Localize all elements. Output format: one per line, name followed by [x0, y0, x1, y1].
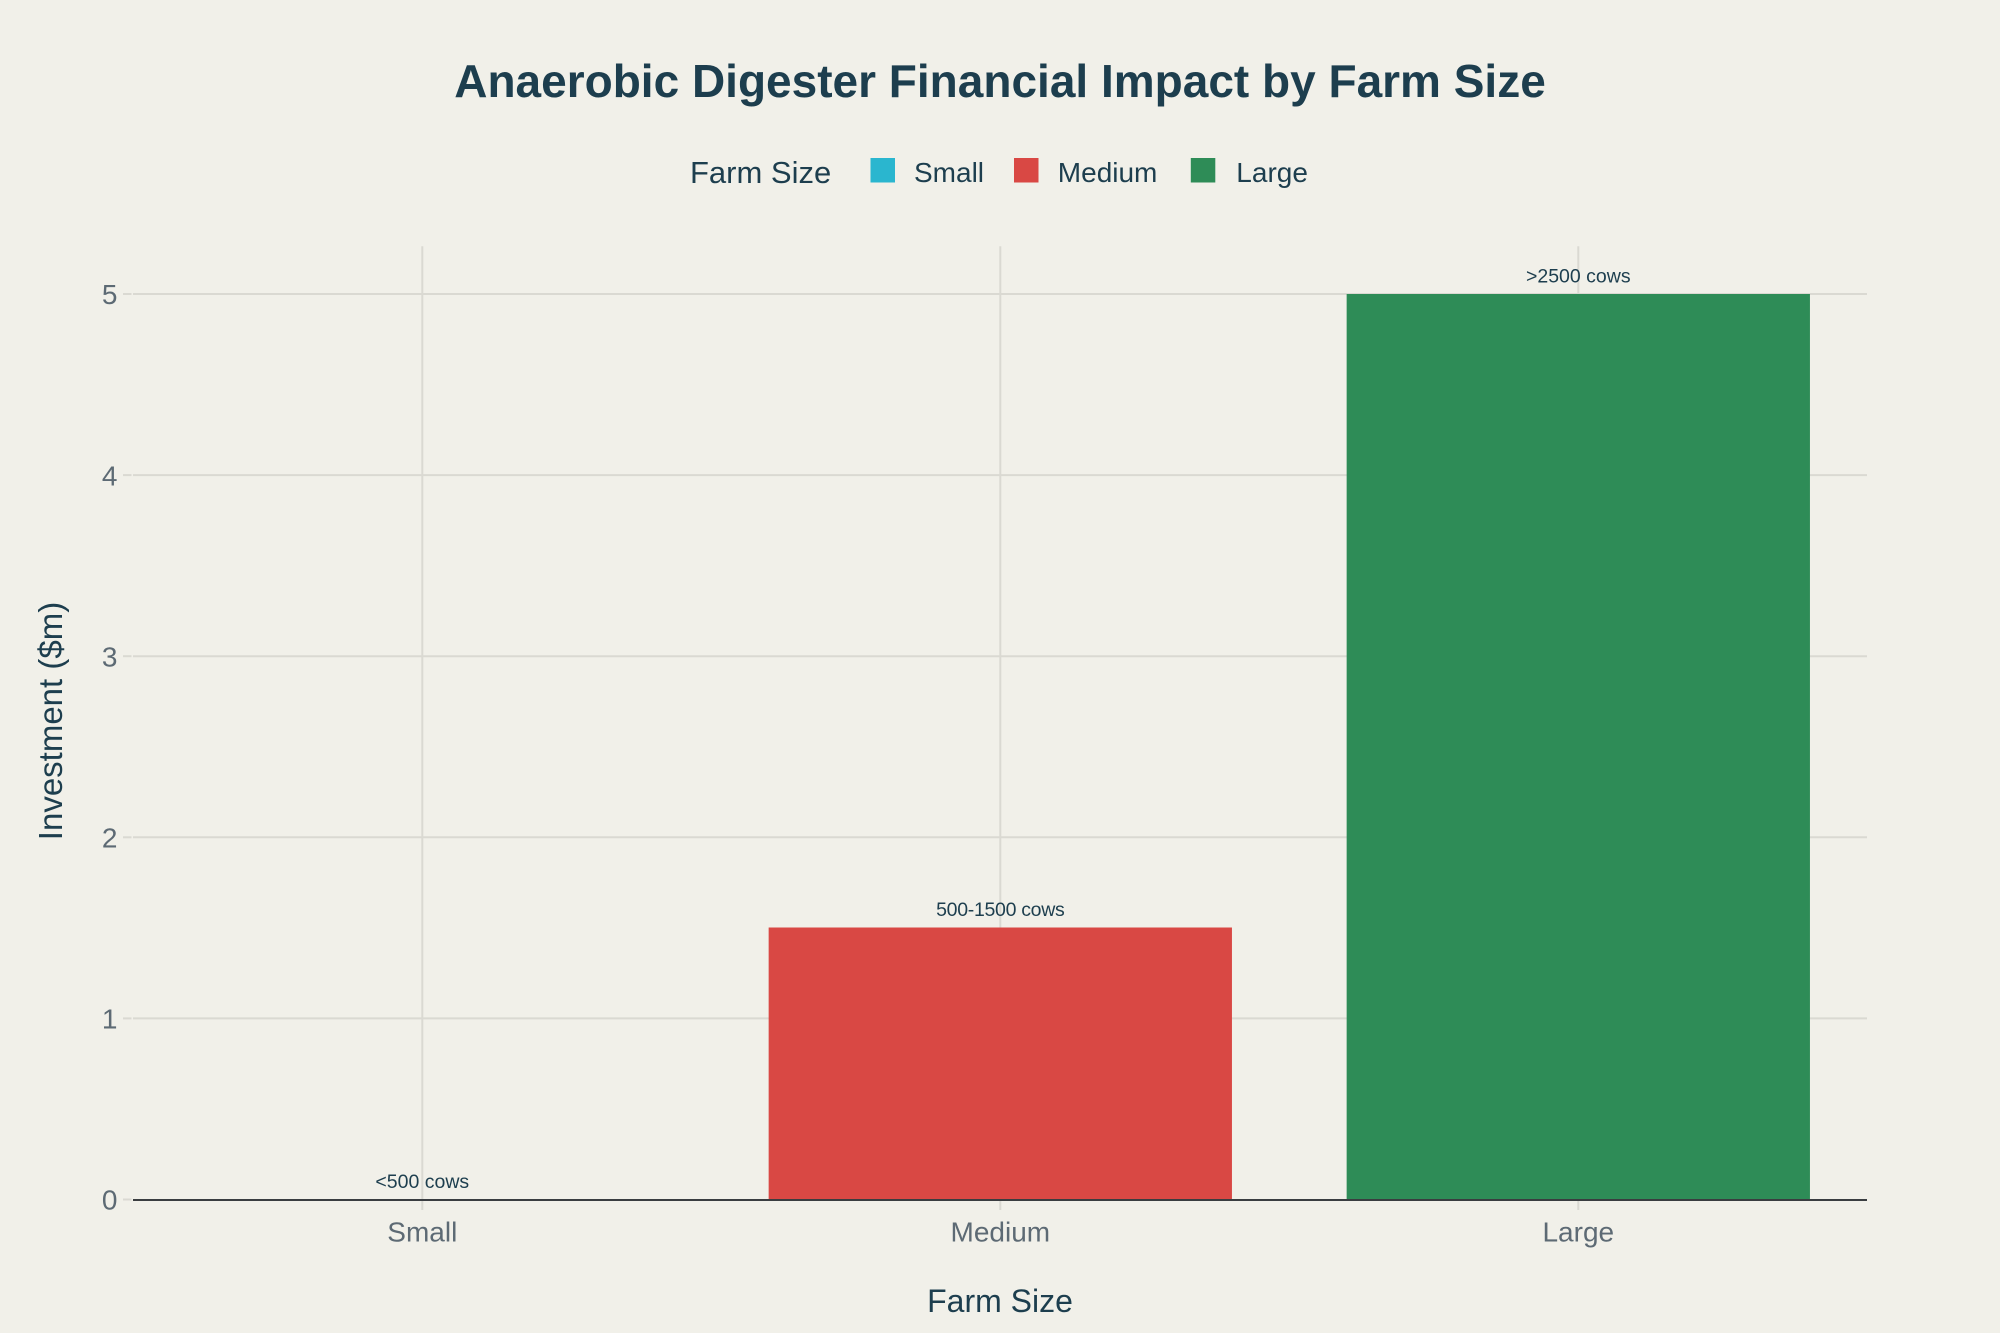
svg-text:1: 1	[102, 1004, 118, 1035]
svg-text:0: 0	[102, 1185, 118, 1216]
svg-text:500-1500 cows: 500-1500 cows	[936, 899, 1065, 921]
svg-text:3: 3	[102, 641, 118, 672]
svg-text:4: 4	[102, 460, 118, 491]
svg-text:Medium: Medium	[951, 1217, 1051, 1248]
svg-text:Large: Large	[1236, 157, 1308, 188]
svg-text:2: 2	[102, 823, 118, 854]
svg-text:Farm Size: Farm Size	[927, 1283, 1073, 1319]
svg-text:5: 5	[102, 279, 118, 310]
svg-text:Farm Size: Farm Size	[690, 155, 831, 190]
svg-text:Small: Small	[914, 157, 984, 188]
svg-text:Medium: Medium	[1058, 157, 1158, 188]
svg-text:<500 cows: <500 cows	[375, 1171, 469, 1193]
svg-text:Large: Large	[1542, 1217, 1614, 1248]
svg-text:Small: Small	[387, 1217, 457, 1248]
svg-text:>2500 cows: >2500 cows	[1526, 266, 1631, 288]
svg-text:Investment ($m): Investment ($m)	[32, 602, 69, 840]
svg-text:Anaerobic Digester Financial I: Anaerobic Digester Financial Impact by F…	[454, 55, 1546, 107]
